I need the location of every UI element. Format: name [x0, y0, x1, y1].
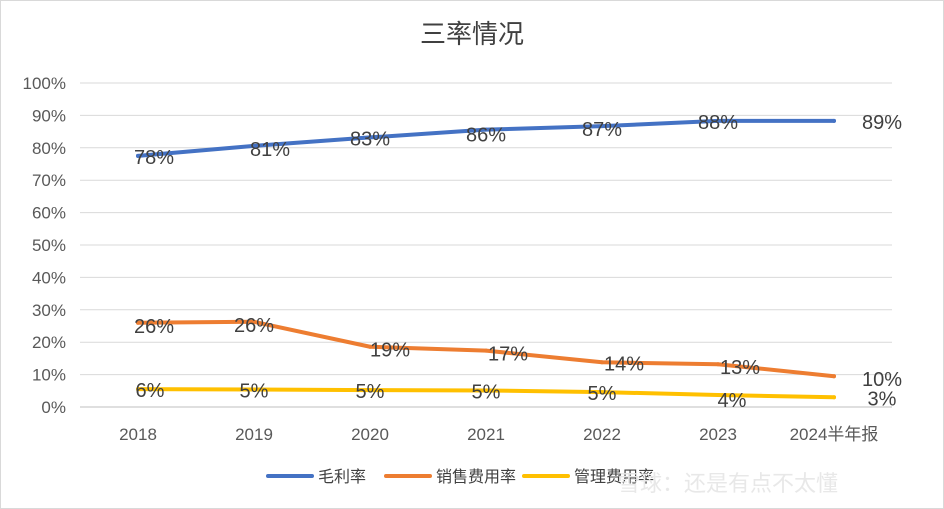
- data-point: [136, 387, 140, 392]
- data-label: 3%: [868, 388, 897, 410]
- x-tick-label: 2024半年报: [790, 425, 879, 444]
- legend-label: 毛利率: [318, 467, 366, 486]
- series-lines: [136, 118, 836, 400]
- legend: 毛利率 销售费用率 管理费用率: [266, 467, 654, 486]
- data-point: [600, 360, 604, 365]
- data-label: 14%: [604, 353, 644, 375]
- data-point: [252, 387, 256, 392]
- y-tick-label: 70%: [32, 171, 66, 190]
- legend-label: 销售费用率: [436, 467, 516, 486]
- x-tick-label: 2018: [119, 425, 157, 444]
- data-label: 5%: [356, 381, 385, 403]
- data-point: [368, 344, 372, 349]
- data-label: 5%: [240, 381, 269, 403]
- data-point: [484, 127, 488, 132]
- data-point: [832, 374, 836, 379]
- data-label: 5%: [472, 381, 501, 403]
- data-label: 5%: [588, 383, 617, 405]
- data-label: 83%: [350, 128, 390, 150]
- data-point: [252, 143, 256, 148]
- data-label: 6%: [136, 380, 165, 402]
- y-tick-label: 90%: [32, 106, 66, 125]
- data-point: [600, 124, 604, 129]
- data-label: 86%: [466, 125, 506, 147]
- data-label: 26%: [234, 315, 274, 337]
- data-label: 89%: [862, 112, 902, 134]
- data-point: [716, 118, 720, 123]
- y-tick-label: 60%: [32, 204, 66, 223]
- x-tick-label: 2019: [235, 425, 273, 444]
- data-label: 4%: [718, 390, 747, 412]
- data-label: 10%: [862, 369, 902, 391]
- data-label: 19%: [370, 340, 410, 362]
- watermark: 雪球：还是有点不太懂: [618, 472, 838, 497]
- y-tick-label: 40%: [32, 268, 66, 287]
- data-point: [484, 388, 488, 393]
- data-point: [832, 118, 836, 123]
- data-point: [136, 153, 140, 158]
- data-labels: 78% 81% 83% 86% 87% 88% 89% 26% 26% 19% 17% 14% 13% 1…: [134, 112, 902, 412]
- y-tick-label: 50%: [32, 236, 66, 255]
- data-point: [716, 393, 720, 398]
- data-point: [600, 390, 604, 395]
- y-axis-ticks: 0% 10% 20% 30% 40% 50% 60% 70% 80% 90% 100%: [23, 74, 66, 417]
- data-point: [484, 348, 488, 353]
- x-axis-ticks: 2018 2019 2020 2021 2022 2023 2024半年报: [119, 425, 878, 444]
- data-label: 13%: [720, 357, 760, 379]
- data-point: [368, 388, 372, 393]
- data-label: 88%: [698, 112, 738, 134]
- gridlines: [80, 82, 892, 408]
- x-tick-label: 2020: [351, 425, 389, 444]
- x-tick-label: 2021: [467, 425, 505, 444]
- data-label: 26%: [134, 316, 174, 338]
- legend-label: 管理费用率: [574, 467, 654, 486]
- data-point: [252, 319, 256, 324]
- data-label: 81%: [250, 139, 290, 161]
- x-tick-label: 2023: [699, 425, 737, 444]
- data-point: [368, 135, 372, 140]
- data-label: 17%: [488, 344, 528, 366]
- y-tick-label: 80%: [32, 139, 66, 158]
- data-point: [832, 395, 836, 400]
- data-label: 87%: [582, 119, 622, 141]
- y-tick-label: 20%: [32, 333, 66, 352]
- chart-title: 三率情况: [419, 20, 524, 50]
- y-tick-label: 10%: [32, 366, 66, 385]
- y-tick-label: 30%: [32, 301, 66, 320]
- data-point: [136, 320, 140, 325]
- y-tick-label: 0%: [41, 398, 66, 417]
- x-tick-label: 2022: [583, 425, 621, 444]
- data-label: 78%: [134, 147, 174, 169]
- data-point: [716, 362, 720, 367]
- y-tick-label: 100%: [23, 74, 66, 93]
